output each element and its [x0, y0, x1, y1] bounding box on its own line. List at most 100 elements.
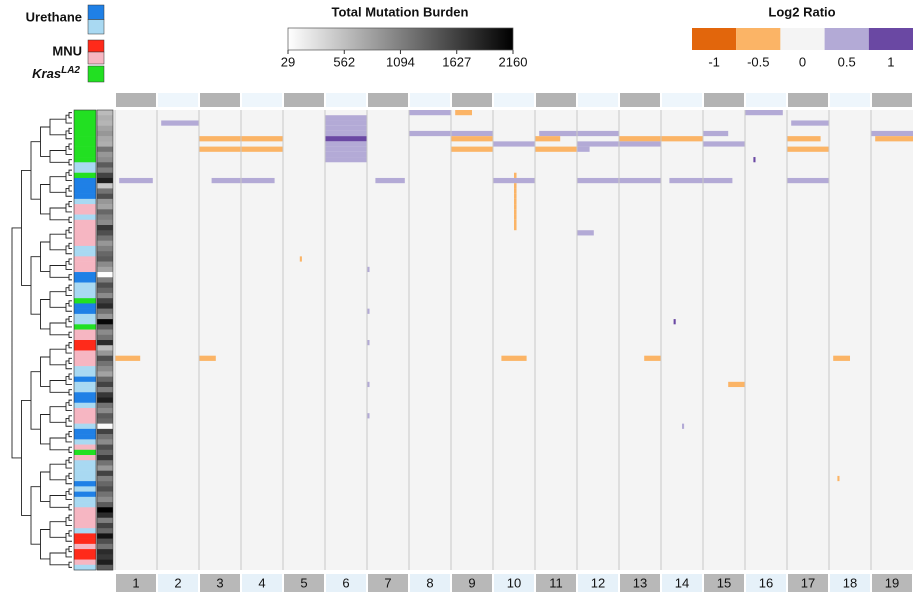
chrom-label: 19	[885, 575, 899, 590]
cn-segment	[325, 120, 367, 126]
sample-group	[74, 491, 96, 498]
cn-segment	[325, 115, 367, 121]
sample-group	[74, 214, 96, 221]
sample-group	[74, 355, 96, 362]
cn-segment	[241, 146, 283, 152]
ratio-swatch	[692, 28, 737, 50]
sample-group	[74, 517, 96, 524]
sample-burden	[97, 130, 113, 137]
cn-segment	[199, 146, 241, 152]
sample-burden	[97, 141, 113, 147]
sample-burden	[97, 120, 113, 126]
chrom-label-box	[494, 574, 534, 592]
sample-burden	[97, 465, 113, 471]
sample-group	[74, 334, 96, 341]
dendrogram	[11, 112, 72, 568]
sample-burden	[97, 225, 113, 231]
cn-segment	[493, 177, 535, 184]
burden-title: Total Mutation Burden	[332, 4, 469, 19]
sample-burden	[97, 554, 113, 560]
chrom-label-box	[788, 574, 828, 592]
cn-segment	[241, 136, 283, 142]
sample-burden	[97, 350, 113, 356]
sample-group	[74, 496, 96, 503]
sample-burden	[97, 407, 113, 414]
sample-group	[74, 183, 96, 189]
sample-group	[74, 397, 96, 404]
sample-group	[74, 538, 96, 545]
sample-burden	[97, 355, 113, 362]
sample-burden	[97, 167, 113, 174]
cn-segment	[875, 136, 913, 142]
ratio-tick-label: 1	[887, 54, 894, 69]
sample-group	[74, 486, 96, 492]
sample-group	[74, 507, 96, 513]
sample-group	[74, 481, 96, 487]
sample-burden	[97, 517, 113, 524]
sample-group	[74, 308, 96, 315]
sample-burden	[97, 366, 113, 372]
sample-burden	[97, 245, 113, 252]
sample-burden	[97, 240, 113, 247]
sample-burden	[97, 402, 113, 409]
cn-segment	[493, 141, 535, 147]
sample-burden	[97, 392, 113, 398]
sample-burden	[97, 376, 113, 383]
sample-group	[74, 533, 96, 539]
cn-segment	[199, 136, 241, 142]
sample-burden	[97, 371, 113, 377]
chrom-header	[116, 93, 156, 107]
burden-tick-label: 1627	[442, 54, 471, 69]
chrom-label: 13	[633, 575, 647, 590]
sample-burden	[97, 172, 113, 179]
sample-group	[74, 559, 96, 566]
sample-burden	[97, 522, 113, 529]
chrom-header	[452, 93, 492, 107]
burden-tick-label: 29	[281, 54, 295, 69]
cn-segment	[514, 188, 517, 194]
cn-segment	[455, 110, 472, 116]
sample-burden	[97, 146, 113, 153]
legend-swatch	[87, 19, 105, 35]
ratio-swatch	[868, 28, 913, 50]
chrom-label-box	[242, 574, 282, 592]
cn-segment	[367, 266, 370, 273]
chrom-label-box	[326, 574, 366, 592]
sample-group	[74, 470, 96, 477]
legend-label-main: Kras	[32, 66, 61, 81]
cn-segment	[367, 413, 370, 419]
chrom-label-box	[830, 574, 870, 592]
sample-burden	[97, 502, 113, 508]
sample-burden	[97, 136, 113, 142]
sample-group	[74, 225, 96, 231]
sample-burden	[97, 481, 113, 487]
sample-burden	[97, 193, 113, 200]
legend-swatch	[87, 51, 105, 65]
sample-burden	[97, 345, 113, 351]
sample-burden	[97, 235, 113, 241]
sample-burden	[97, 538, 113, 545]
sample-burden	[97, 157, 113, 163]
sample-burden	[97, 209, 113, 215]
ratio-tick-label: -0.5	[747, 54, 769, 69]
sample-burden	[97, 329, 113, 336]
sample-burden	[97, 360, 113, 367]
chrom-label: 9	[468, 575, 475, 590]
sample-burden	[97, 423, 113, 430]
cn-segment	[501, 355, 527, 361]
chrom-label: 11	[549, 575, 563, 590]
sample-group	[74, 360, 96, 367]
sample-group	[74, 439, 96, 445]
ratio-swatch	[736, 28, 781, 50]
chrom-header	[788, 93, 828, 107]
sample-burden	[97, 256, 113, 262]
cn-segment	[325, 125, 367, 131]
sample-group	[74, 272, 96, 278]
chrom-label-box	[410, 574, 450, 592]
cn-segment	[837, 475, 840, 482]
cn-segment	[787, 177, 829, 184]
sample-burden	[97, 496, 113, 503]
sample-group	[74, 407, 96, 414]
chrom-label-box	[452, 574, 492, 592]
